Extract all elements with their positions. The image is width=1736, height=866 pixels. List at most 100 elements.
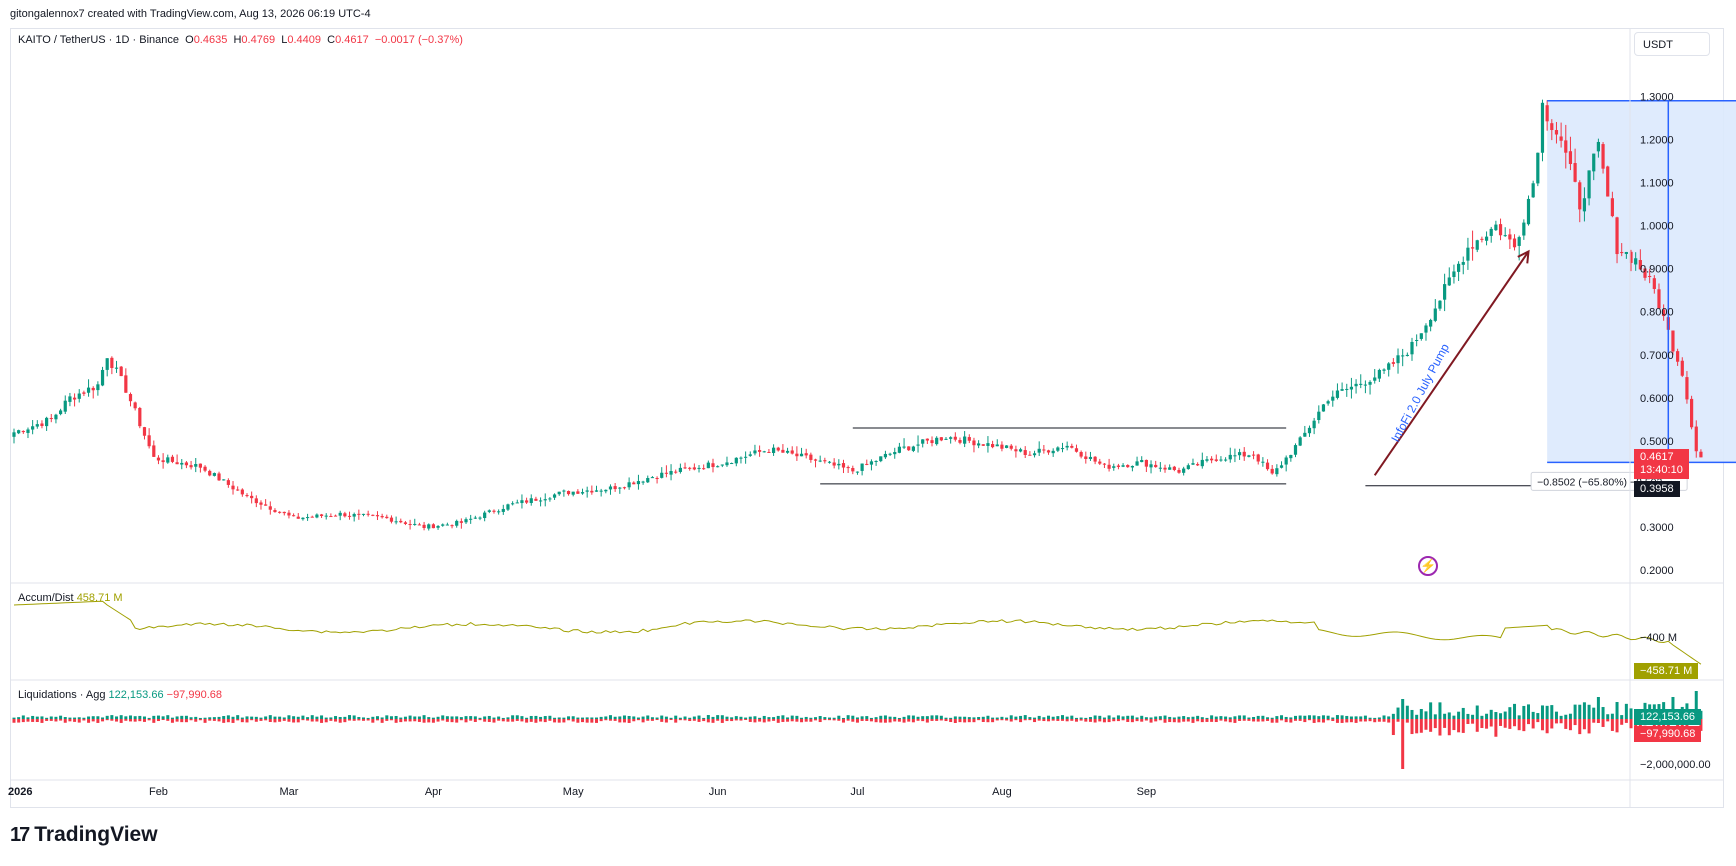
measure-label-text: −0.8502 (−65.80%) −8,502	[1537, 476, 1662, 488]
price-axis: 1.3000 1.2000 1.1000 1.0000 0.9000 0.8000 0.70…	[1640, 92, 1674, 578]
liquidations-long: 122,153.66	[108, 689, 164, 701]
candle-body	[1377, 369, 1381, 379]
liquidation-long-bar	[548, 715, 552, 719]
candle-body	[1289, 454, 1293, 459]
liquidation-long-bar	[450, 716, 454, 719]
candle-body	[222, 479, 226, 481]
liquidation-short-bar	[138, 719, 142, 722]
liquidation-long-bar	[1033, 717, 1037, 719]
liquidation-short-bar	[459, 719, 463, 721]
liquidation-long-bar	[1415, 714, 1419, 719]
liquidation-short-bar	[883, 719, 887, 723]
liquidation-long-bar	[1023, 715, 1027, 719]
candle-body	[1531, 183, 1535, 198]
liquidation-long-bar	[250, 716, 254, 719]
liquidation-long-bar	[1149, 717, 1153, 719]
liquidation-short-bar	[338, 719, 342, 723]
liquidation-short-bar	[217, 719, 221, 722]
currency-button[interactable]: USDT	[1634, 32, 1710, 56]
candle-body	[935, 437, 939, 445]
liquidation-long-bar	[939, 715, 943, 719]
liquidation-short-bar	[1457, 719, 1461, 733]
candle-body	[1615, 217, 1619, 255]
liquidation-long-bar	[562, 717, 566, 719]
liquidation-long-bar	[1354, 716, 1358, 719]
liquidation-short-bar	[320, 719, 324, 723]
candle-body	[142, 427, 147, 436]
candle-body	[1694, 426, 1698, 452]
candle-body	[180, 462, 184, 465]
liquidation-long-bar	[1233, 716, 1237, 719]
candle-body	[1545, 105, 1549, 122]
candle-body	[431, 524, 435, 529]
candle-body	[1359, 383, 1363, 385]
liquidation-short-bar	[1033, 719, 1037, 723]
liquidation-long-bar	[82, 717, 86, 719]
candle-body	[501, 508, 505, 512]
candle-body	[1247, 455, 1251, 457]
liquidation-short-bar	[916, 719, 920, 721]
liquidation-short-bar	[865, 719, 869, 721]
liquidation-long-bar	[674, 715, 678, 719]
candle-body	[1685, 377, 1689, 400]
liquidation-long-bar	[1573, 704, 1577, 719]
liquidation-short-bar	[879, 719, 883, 723]
liquidation-short-bar	[1340, 719, 1344, 723]
candle-body	[1265, 462, 1270, 470]
liquidation-long-bar	[1564, 714, 1568, 719]
liquidation-long-bar	[427, 717, 431, 719]
liquidation-long-bar	[198, 717, 202, 719]
liquidation-long-bar	[1559, 715, 1563, 719]
candle-body	[1419, 333, 1423, 339]
liquidation-long-bar	[879, 715, 883, 719]
liquidation-short-bar	[911, 719, 915, 723]
liquidation-long-bar	[622, 715, 626, 719]
liquidation-long-bar	[1079, 717, 1083, 719]
liquidation-long-bar	[683, 716, 687, 719]
candle-body	[744, 456, 748, 458]
liquidation-long-bar	[986, 715, 990, 719]
liquidation-short-bar	[254, 719, 258, 722]
liquidation-long-bar	[618, 716, 622, 719]
candle-body	[758, 450, 762, 452]
liquidation-long-bar	[1200, 717, 1204, 719]
close-key: C	[327, 34, 336, 46]
candle-body	[1177, 469, 1181, 473]
liquidation-short-bar	[82, 719, 86, 721]
liquidation-short-bar	[1126, 719, 1130, 722]
candle-body	[1554, 130, 1559, 135]
liquidation-short-bar	[1275, 719, 1279, 723]
liquidation-long-bar	[1130, 715, 1134, 719]
candle-body	[953, 436, 957, 440]
open-key: O	[185, 34, 194, 46]
last-price: 0.4617	[1640, 451, 1674, 463]
liquidation-long-bar	[152, 715, 156, 719]
liquidation-short-bar	[1321, 719, 1325, 723]
candle-body	[1620, 252, 1624, 254]
liquidation-long-bar	[1102, 717, 1106, 719]
liquidation-long-bar	[1452, 715, 1456, 719]
candle-body	[1373, 377, 1377, 381]
liquidation-short-bar	[1014, 719, 1018, 721]
candle-body	[96, 384, 100, 391]
liquidation-long-bar	[1629, 708, 1633, 719]
liquidation-short-bar	[1307, 719, 1311, 721]
liquidation-short-bar	[734, 719, 738, 721]
liquidation-short-bar	[646, 719, 650, 721]
candle-body	[734, 457, 738, 464]
liquidation-long-bar	[1503, 711, 1507, 719]
liquidation-long-bar	[492, 717, 496, 719]
bolt-icon[interactable]: ⚡	[1418, 556, 1438, 576]
liquidation-short-bar	[240, 719, 244, 723]
symbol-title[interactable]: KAITO / TetherUS · 1D · Binance	[18, 34, 179, 46]
candle-body	[688, 467, 692, 469]
liquidation-long-bar	[1009, 715, 1013, 719]
candle-body	[1237, 452, 1242, 456]
liquidation-short-bar	[26, 719, 30, 722]
liquidation-long-bar	[576, 717, 580, 719]
liquidation-long-bar	[175, 716, 179, 719]
liquidation-short-bar	[553, 719, 557, 723]
liquidation-short-bar	[674, 719, 678, 723]
open-value: 0.4635	[193, 34, 228, 46]
